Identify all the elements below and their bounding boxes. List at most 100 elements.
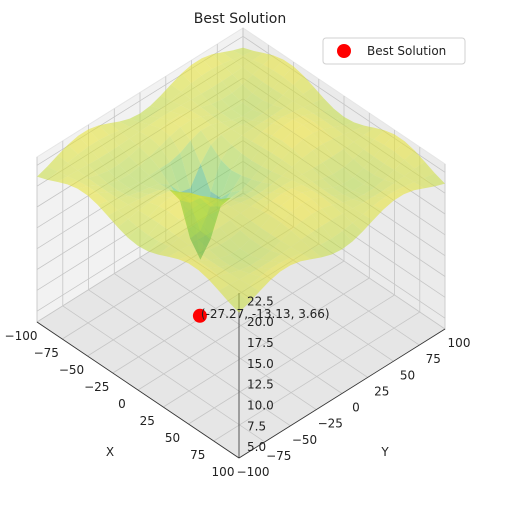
surface-patch (221, 109, 242, 120)
surface-patch (108, 180, 129, 191)
surface-patch (249, 259, 271, 268)
surface-patch (209, 245, 230, 259)
surface-patch (282, 148, 303, 167)
surface-patch (208, 275, 230, 291)
surface-patch (352, 194, 374, 203)
surface-patch (118, 187, 139, 196)
surface-patch (98, 123, 120, 135)
surface-patch (169, 193, 190, 203)
surface-patch (270, 262, 291, 272)
surface-patch (229, 261, 250, 270)
surface-patch (240, 197, 261, 207)
surface-patch (98, 170, 119, 184)
best-solution-annotation: (-27.27, -13.13, 3.66) (201, 307, 330, 321)
surface-patch (282, 111, 303, 120)
surface-patch (302, 181, 323, 191)
z-tick-label: 17.5 (247, 336, 274, 350)
surface-patch (251, 131, 273, 148)
surface-patch (87, 175, 109, 186)
surface-patch (272, 116, 293, 127)
surface-patch (230, 213, 251, 231)
surface-patch (168, 219, 190, 238)
surface-patch (260, 201, 282, 216)
surface-patch (158, 246, 179, 257)
surface-patch (108, 130, 130, 146)
surface-patch (303, 86, 324, 104)
surface-patch (353, 149, 374, 169)
z-tick-label: 22.5 (247, 294, 274, 308)
surface-patch (218, 284, 240, 303)
surface-patch (301, 248, 322, 260)
surface-patch (321, 219, 343, 239)
surface-patch (311, 226, 332, 245)
surface-patch (252, 113, 273, 122)
surface-patch (332, 213, 353, 232)
surface-patch (352, 202, 374, 215)
surface-patch (77, 178, 98, 187)
surface-patch (188, 252, 210, 262)
surface-patch (241, 128, 262, 142)
surface-patch (139, 124, 160, 138)
surface-patch (201, 104, 222, 115)
surface-patch (179, 210, 200, 230)
grid-line-y (62, 140, 266, 443)
surface-patch (260, 216, 281, 235)
y-tick-label: 75 (426, 352, 441, 366)
surface-patch (149, 168, 170, 185)
surface-patch (393, 186, 415, 195)
surface-patch (128, 192, 149, 200)
surface-patch (322, 205, 343, 220)
surface-patch (353, 125, 375, 135)
surface-patch (262, 123, 283, 136)
surface-patch (221, 144, 242, 171)
surface-patch (312, 178, 333, 189)
x-tick-label: −100 (5, 329, 38, 343)
surface-patch (119, 118, 140, 127)
surface-patch (323, 108, 344, 120)
surface-patch (219, 220, 241, 239)
surface-patch (118, 174, 139, 188)
surface-patch (129, 131, 150, 148)
surface-patch (271, 159, 293, 176)
surface-patch (232, 84, 253, 103)
surface-patch (261, 153, 282, 172)
surface-patch (229, 248, 251, 262)
surface-patch (290, 239, 312, 253)
x-tick-label: 0 (118, 397, 126, 411)
x-tick-label: −75 (34, 346, 59, 360)
surface-patch (281, 166, 303, 181)
surface-patch (211, 122, 232, 135)
surface-patch (292, 115, 314, 125)
surface-patch (313, 98, 334, 112)
surface-patch (291, 221, 312, 240)
surface-patch (283, 66, 304, 85)
surface-patch (259, 268, 281, 281)
surface-patch (188, 239, 210, 253)
surface-patch (209, 227, 230, 246)
surface-patch (343, 159, 364, 178)
z-tick-label: 15.0 (247, 357, 274, 371)
surface-patch (281, 180, 302, 189)
surface-patch (353, 168, 374, 185)
surface-patch (373, 179, 394, 191)
surface-patch (363, 139, 385, 157)
surface-patch (353, 134, 375, 150)
surface-patch (229, 279, 250, 294)
surface-patch (232, 55, 253, 68)
surface-patch (322, 187, 343, 196)
surface-patch (107, 198, 129, 211)
surface-patch (229, 270, 250, 280)
surface-patch (148, 223, 169, 242)
surface-patch (313, 111, 334, 120)
surface-patch (353, 184, 374, 195)
surface-patch (343, 177, 364, 191)
surface-patch (424, 173, 445, 187)
surface-patch (252, 52, 274, 65)
surface-patch (394, 159, 415, 176)
surface-patch (220, 190, 241, 207)
surface-patch (180, 120, 201, 141)
surface-patch (150, 95, 171, 109)
surface-patch (292, 124, 313, 140)
surface-patch (301, 232, 322, 249)
surface-patch (270, 254, 291, 263)
